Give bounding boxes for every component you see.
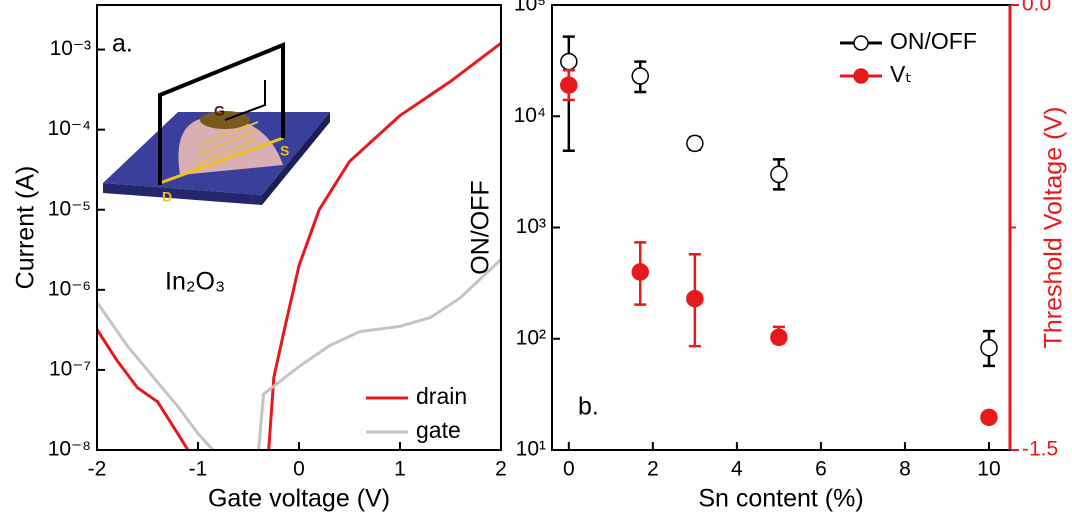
legend-marker <box>853 68 869 84</box>
data-point <box>770 165 788 184</box>
panel-label: a. <box>112 30 133 58</box>
x-tick-label: -2 <box>88 458 107 481</box>
x-tick-label: 4 <box>731 458 743 481</box>
y-tick-label: 10⁻⁴ <box>48 117 91 140</box>
data-point <box>980 339 998 357</box>
legend-label: Vₜ <box>890 61 912 87</box>
wire <box>158 42 285 185</box>
y-tick-label: 10⁴ <box>514 104 546 127</box>
legend-marker <box>853 35 869 51</box>
gate-wire <box>224 80 266 121</box>
series-line <box>95 258 503 452</box>
y-tick-label: 10⁻⁵ <box>48 197 91 220</box>
data-point <box>980 408 998 427</box>
plot-frame <box>96 4 502 451</box>
x-axis-label: Gate voltage (V) <box>208 485 390 513</box>
x-tick-label: -1 <box>189 458 208 481</box>
y2-axis-label: Threshold Voltage (V) <box>1040 107 1068 349</box>
y2-tick-label: -1.5 <box>1022 438 1058 461</box>
data-point <box>686 289 704 308</box>
y-tick-label: 10⁻⁷ <box>49 357 91 380</box>
data-point <box>631 67 649 85</box>
x-tick-label: 0 <box>293 458 305 481</box>
source-drain-line <box>159 136 284 185</box>
y-tick-label: 10⁻⁶ <box>48 277 91 300</box>
x-tick-label: 1 <box>394 458 406 481</box>
legend-label: gate <box>416 417 461 443</box>
channel-pattern <box>194 121 259 166</box>
data-point <box>686 134 704 153</box>
substrate-side <box>103 183 262 205</box>
x-tick-label: 2 <box>495 458 507 481</box>
material-label: In₂O₃ <box>165 268 225 296</box>
data-point <box>631 263 649 281</box>
x-axis-label: Sn content (%) <box>698 485 863 513</box>
inset-label: D <box>162 189 172 205</box>
x-tick-label: 6 <box>815 458 827 481</box>
y-axis-label: ON/OFF <box>467 180 495 274</box>
x-tick-label: 10 <box>977 458 1000 481</box>
x-tick-label: 8 <box>899 458 911 481</box>
data-point <box>770 328 788 347</box>
data-point <box>560 76 578 94</box>
substrate-edge <box>262 112 330 205</box>
y-tick-label: 10⁻⁸ <box>48 438 91 461</box>
inset-label: S <box>280 143 289 159</box>
y-tick-label: 10⁻³ <box>50 37 91 60</box>
legend-label: drain <box>416 383 467 409</box>
y-tick-label: 10² <box>516 326 546 349</box>
y-tick-label: 10³ <box>516 215 546 238</box>
data-point <box>560 52 578 71</box>
panel-label: b. <box>578 393 599 421</box>
y-tick-label: 10⁵ <box>514 0 546 16</box>
device-inset: G S D <box>103 42 330 205</box>
inset-label: G <box>214 103 225 119</box>
series-line <box>95 42 502 451</box>
y2-tick-label: 0.0 <box>1022 0 1051 16</box>
y-tick-label: 10¹ <box>516 438 546 461</box>
x-tick-label: 2 <box>647 458 659 481</box>
plot-frame <box>551 4 1011 451</box>
legend-label: ON/OFF <box>890 28 977 54</box>
x-tick-label: 0 <box>563 458 575 481</box>
y-axis-label: Current (A) <box>12 166 40 290</box>
